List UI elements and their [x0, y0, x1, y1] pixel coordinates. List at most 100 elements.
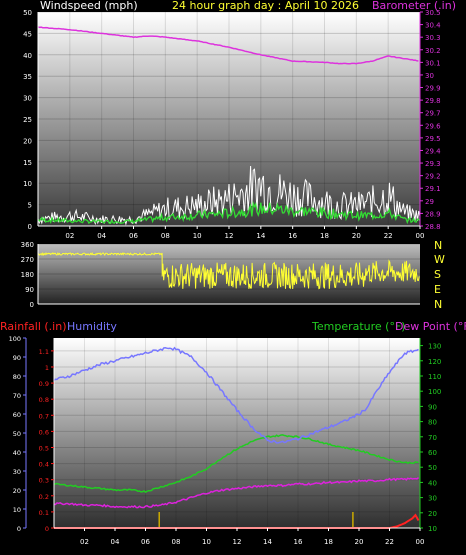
temperature-axis-title: Temperature (°F) [311, 320, 406, 333]
humidity-tick-label-2: 20 [13, 487, 21, 495]
barometer-tick-label-7: 29.5 [425, 135, 441, 143]
rainfall-tick-label-8: 0.8 [39, 396, 49, 404]
rainfall-tick-label-7: 0.7 [39, 412, 49, 420]
wind-gust-line [37, 165, 421, 226]
windspeed-tick-label-9: 45 [23, 30, 32, 38]
climate-time-tick-label-5: 12 [233, 538, 242, 546]
compass-label-e: E [434, 283, 441, 296]
humidity-tick-label-1: 10 [13, 506, 21, 514]
wind-direction-series [37, 251, 420, 290]
humidity-tick-label-0: 0 [17, 525, 21, 533]
windspeed-tick-label-7: 35 [23, 73, 32, 81]
climate-time-tick-label-4: 10 [202, 538, 211, 546]
direction-tick-label-1: 90 [25, 286, 34, 294]
barometer-line [37, 26, 419, 65]
climate-time-tick-label-9: 20 [355, 538, 364, 546]
temperature-axis: 10 20 30 40 50 60 70 80 90 100 110 120 130 [419, 338, 441, 533]
humidity-axis-title: Humidity [67, 320, 117, 333]
rainfall-tick-label-1: 0.1 [39, 509, 49, 517]
rainfall-tick-label-0: 0 [45, 525, 49, 533]
temperature-tick-label-1: 20 [428, 510, 437, 518]
barometer-tick-label-5: 29.3 [425, 160, 441, 168]
windspeed-tick-label-6: 30 [23, 95, 32, 103]
temperature-line [53, 434, 419, 494]
wind-gust-series [37, 165, 421, 226]
temperature-tick-label-5: 60 [428, 449, 437, 457]
barometer-tick-label-13: 30.1 [425, 59, 441, 67]
wind-time-tick-label-6: 14 [256, 232, 265, 240]
humidity-tick-label-4: 40 [13, 449, 21, 457]
temperature-tick-label-11: 120 [428, 358, 441, 366]
compass-labels: N W S E N [434, 239, 445, 311]
wind-time-tick-label-11: 00 [416, 232, 425, 240]
rainfall-axis-title: Rainfall (.in) [0, 320, 67, 333]
wind-plot-grid [38, 11, 421, 227]
wind-time-tick-label-8: 18 [320, 232, 329, 240]
windspeed-tick-label-4: 20 [23, 137, 32, 145]
rainfall-tick-label-11: 1.1 [39, 348, 49, 356]
rainfall-tick-label-9: 0.9 [39, 380, 49, 388]
direction-axis: 0 90 180 270 360 [21, 241, 420, 309]
wind-time-tick-label-7: 16 [288, 232, 297, 240]
rainfall-tick-label-6: 0.6 [39, 428, 49, 436]
windspeed-tick-label-3: 15 [23, 159, 32, 167]
direction-tick-label-0: 0 [30, 301, 34, 309]
wind-time-tick-label-0: 02 [65, 232, 74, 240]
windspeed-tick-label-8: 40 [23, 52, 32, 60]
rainfall-axis: 0 0.1 0.2 0.3 0.4 0.5 0.6 0.7 0.8 0.9 1 1.1 [39, 338, 55, 533]
temperature-tick-label-4: 50 [428, 464, 437, 472]
wind-time-tick-label-2: 06 [129, 232, 138, 240]
humidity-tick-label-5: 50 [13, 430, 21, 438]
climate-time-tick-label-11: 00 [416, 538, 425, 546]
windspeed-line [37, 200, 421, 225]
barometer-tick-label-16: 30.4 [425, 22, 441, 30]
rainfall-tick-label-3: 0.3 [39, 477, 49, 485]
temperature-tick-label-6: 70 [428, 434, 437, 442]
barometer-tick-label-11: 29.9 [425, 85, 441, 93]
humidity-tick-label-9: 90 [13, 354, 21, 362]
compass-label-w: W [434, 253, 445, 266]
barometer-tick-label-4: 29.2 [425, 173, 441, 181]
chart-title: 24 hour graph day : April 10 2026 [172, 0, 359, 12]
wind-time-axis: 02 04 06 08 10 12 14 16 18 20 22 00 [38, 225, 425, 240]
climate-time-tick-label-1: 04 [111, 538, 120, 546]
humidity-tick-label-3: 30 [13, 468, 21, 476]
dewpoint-axis-title: Dew Point (°F) [395, 320, 466, 333]
climate-plot-area [54, 338, 420, 528]
climate-time-tick-label-10: 22 [385, 538, 394, 546]
compass-label-n2: N [434, 298, 442, 311]
barometer-tick-label-10: 29.8 [425, 97, 441, 105]
windspeed-axis-title: Windspeed (mph) [40, 0, 138, 12]
barometer-tick-label-12: 30 [425, 72, 434, 80]
temperature-tick-label-9: 100 [428, 388, 441, 396]
humidity-tick-label-10: 100 [9, 335, 21, 343]
barometer-tick-label-15: 30.3 [425, 34, 441, 42]
climate-time-tick-label-3: 08 [172, 538, 181, 546]
wind-average-series [37, 200, 421, 225]
climate-time-axis: 02 04 06 08 10 12 14 16 18 20 22 00 [54, 527, 425, 546]
direction-tick-label-4: 360 [21, 241, 34, 249]
rainfall-tick-label-5: 0.5 [39, 444, 49, 452]
direction-tick-label-3: 270 [21, 256, 34, 264]
barometer-tick-label-14: 30.2 [425, 47, 441, 55]
wind-direction-line [37, 251, 420, 290]
humidity-tick-label-6: 60 [13, 411, 21, 419]
temperature-tick-label-0: 10 [428, 525, 437, 533]
climate-time-tick-label-0: 02 [80, 538, 89, 546]
wind-time-tick-label-5: 12 [225, 232, 234, 240]
windspeed-tick-label-2: 10 [23, 180, 32, 188]
windspeed-tick-label-5: 25 [23, 116, 32, 124]
wind-time-tick-label-4: 10 [193, 232, 202, 240]
wind-time-tick-label-9: 20 [352, 232, 361, 240]
compass-label-s: S [434, 268, 441, 281]
temperature-tick-label-7: 80 [428, 419, 437, 427]
wind-time-tick-label-1: 04 [97, 232, 106, 240]
wind-time-tick-label-3: 08 [161, 232, 170, 240]
barometer-tick-label-3: 29.1 [425, 185, 441, 193]
rainfall-tick-label-2: 0.2 [39, 493, 49, 501]
barometer-axis-title: Barometer (.in) [372, 0, 456, 12]
climate-time-tick-label-2: 06 [141, 538, 150, 546]
temperature-tick-label-8: 90 [428, 403, 437, 411]
rainfall-tick-label-10: 1 [45, 364, 49, 372]
